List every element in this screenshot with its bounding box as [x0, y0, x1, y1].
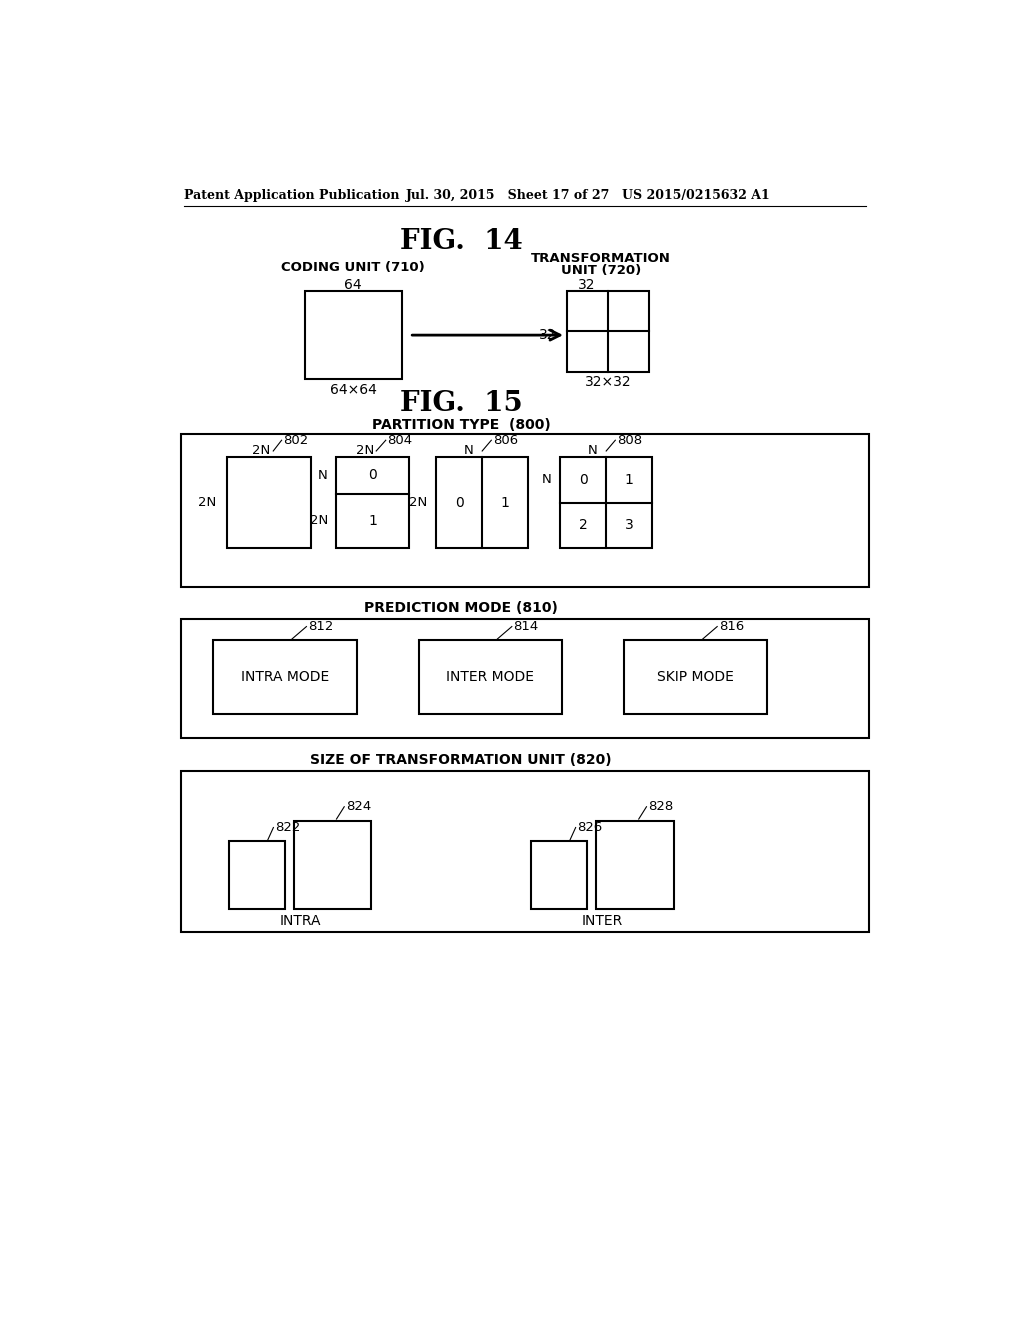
- Text: PARTITION TYPE  (800): PARTITION TYPE (800): [372, 418, 551, 432]
- Bar: [560, 457, 652, 548]
- Bar: [305, 290, 401, 379]
- Bar: [531, 841, 587, 909]
- Text: 2N: 2N: [252, 445, 269, 458]
- Text: 812: 812: [308, 620, 334, 634]
- Text: INTER: INTER: [582, 913, 623, 928]
- Text: INTER MODE: INTER MODE: [446, 671, 535, 684]
- Text: N: N: [464, 445, 473, 458]
- Text: N: N: [542, 474, 551, 486]
- Text: US 2015/0215632 A1: US 2015/0215632 A1: [623, 189, 770, 202]
- Bar: [624, 640, 767, 714]
- Text: SIZE OF TRANSFORMATION UNIT (820): SIZE OF TRANSFORMATION UNIT (820): [310, 752, 612, 767]
- Text: 32: 32: [539, 329, 557, 342]
- Text: 0: 0: [579, 473, 588, 487]
- Text: 822: 822: [274, 821, 300, 834]
- Text: 814: 814: [513, 620, 539, 634]
- Text: Patent Application Publication: Patent Application Publication: [183, 189, 399, 202]
- Bar: [419, 640, 562, 714]
- Text: 64: 64: [344, 279, 361, 293]
- Text: 3: 3: [625, 519, 634, 532]
- Bar: [336, 457, 410, 548]
- Text: 0: 0: [455, 495, 464, 510]
- Text: 1: 1: [368, 513, 377, 528]
- Text: 804: 804: [387, 434, 413, 446]
- Bar: [436, 457, 528, 548]
- Text: 2N: 2N: [409, 496, 427, 510]
- Text: FIG.  15: FIG. 15: [400, 389, 522, 417]
- Text: 2N: 2N: [356, 445, 375, 458]
- Text: 806: 806: [493, 434, 518, 446]
- Text: 1: 1: [625, 473, 634, 487]
- Bar: [567, 290, 649, 372]
- Text: INTRA: INTRA: [280, 913, 321, 928]
- Text: 32: 32: [579, 279, 596, 293]
- Text: 802: 802: [284, 434, 308, 446]
- Bar: [294, 821, 372, 909]
- Text: 826: 826: [578, 821, 602, 834]
- Text: INTRA MODE: INTRA MODE: [241, 671, 329, 684]
- Text: 816: 816: [719, 620, 744, 634]
- Bar: [228, 841, 285, 909]
- Text: 0: 0: [369, 469, 377, 482]
- Text: N: N: [588, 445, 597, 458]
- Text: 2N: 2N: [309, 515, 328, 527]
- Bar: [180, 619, 869, 738]
- Text: Jul. 30, 2015   Sheet 17 of 27: Jul. 30, 2015 Sheet 17 of 27: [406, 189, 610, 202]
- Bar: [180, 771, 869, 932]
- Text: 32×32: 32×32: [585, 375, 632, 389]
- Text: FIG.  14: FIG. 14: [400, 228, 522, 255]
- Text: CODING UNIT (710): CODING UNIT (710): [281, 261, 425, 275]
- Text: 808: 808: [616, 434, 642, 446]
- Text: 1: 1: [501, 495, 510, 510]
- Bar: [227, 457, 311, 548]
- Text: 64×64: 64×64: [330, 383, 377, 397]
- Text: N: N: [318, 469, 328, 482]
- Bar: [180, 434, 869, 586]
- Text: 828: 828: [648, 800, 673, 813]
- Text: SKIP MODE: SKIP MODE: [657, 671, 734, 684]
- Text: 824: 824: [346, 800, 371, 813]
- Text: 2: 2: [579, 519, 588, 532]
- Text: PREDICTION MODE (810): PREDICTION MODE (810): [365, 601, 558, 615]
- Text: TRANSFORMATION: TRANSFORMATION: [530, 252, 671, 265]
- Bar: [213, 640, 356, 714]
- Bar: [596, 821, 674, 909]
- Text: 2N: 2N: [198, 496, 216, 510]
- Text: UNIT (720): UNIT (720): [560, 264, 641, 277]
